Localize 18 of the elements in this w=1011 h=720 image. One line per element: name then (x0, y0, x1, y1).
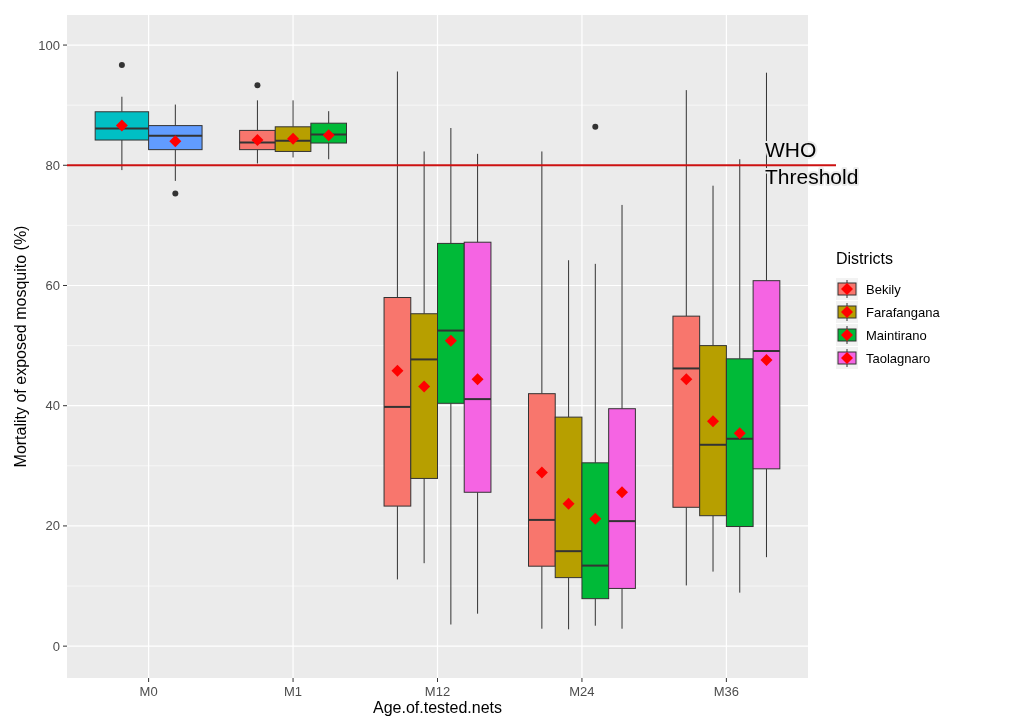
y-tick-label: 100 (38, 37, 60, 53)
legend-label: Bekily (866, 281, 902, 297)
x-axis-title: Age.of.tested.nets (373, 699, 502, 716)
y-tick-label: 20 (45, 518, 60, 534)
legend-label: Taolagnaro (866, 350, 931, 366)
x-tick-label: M24 (569, 684, 595, 699)
x-tick-label: M12 (424, 684, 451, 699)
y-tick-label: 60 (45, 278, 60, 294)
x-tick-label: M36 (713, 684, 740, 699)
y-tick-label: 0 (52, 638, 60, 654)
y-tick-label: 80 (45, 157, 60, 173)
y-axis-title: Mortality of exposed mosquito (%) (12, 225, 29, 468)
x-tick-label: M1 (284, 684, 303, 699)
legend-label: Farafangana (866, 304, 941, 320)
legend-title: Districts (836, 250, 893, 267)
legend-label: Maintirano (866, 327, 927, 343)
x-tick-label: M0 (139, 684, 158, 699)
y-tick-label: 40 (45, 398, 60, 414)
